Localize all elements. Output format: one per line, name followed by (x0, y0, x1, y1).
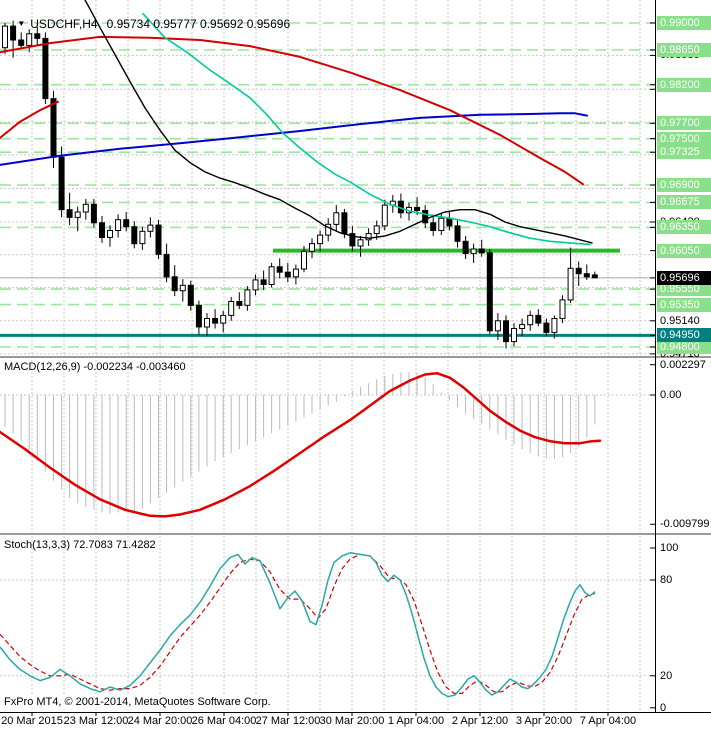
price-level-label: 0.97500 (657, 131, 711, 146)
time-label: 7 Apr 04:00 (579, 715, 637, 727)
macd-axis-label: 0.00 (660, 389, 682, 401)
stoch-axis-label: 100 (660, 542, 679, 554)
ma-black (84, 0, 593, 244)
price-level-label: 0.94800 (657, 340, 711, 354)
price-level-label: 0.96900 (657, 178, 711, 192)
stoch-gridlines (0, 579, 655, 677)
current-price-label: 0.95696 (657, 270, 711, 285)
price-level-label: 0.98650 (657, 43, 711, 57)
green-level-lines (0, 22, 655, 348)
time-label: 24 Mar 20:00 (127, 715, 193, 727)
time-label: 2 Apr 12:00 (451, 715, 509, 727)
stoch-axis-label: 20 (660, 669, 673, 682)
time-label: 1 Apr 04:00 (387, 715, 445, 727)
stoch-indicator-label: Stoch(13,3,3) 72.7083 71.4282 (4, 539, 156, 551)
stoch-axis-label: 0 (660, 701, 667, 714)
copyright-label: FxPro MT4, © 2001-2014, MetaQuotes Softw… (2, 696, 275, 709)
main-gridlines (0, 54, 655, 355)
time-label: 20 Mar 2015 (1, 715, 63, 727)
price-level-label: 0.94950 (657, 328, 711, 343)
price-label: 0.95140 (660, 314, 700, 327)
candlesticks (2, 20, 598, 349)
price-level-label: 0.97700 (657, 116, 711, 131)
stoch-d-line (0, 553, 596, 695)
stoch-axis-label: 80 (660, 574, 673, 586)
macd-signal-line (0, 371, 602, 518)
price-level-label: 0.97325 (657, 145, 711, 160)
macd-histogram (4, 372, 596, 514)
price-level-label: 0.95350 (657, 297, 711, 312)
price-level-label: 0.95550 (657, 282, 711, 297)
macd-indicator-label: MACD(12,26,9) -0.002234 -0.003460 (4, 361, 186, 373)
time-label: 26 Mar 04:00 (191, 715, 257, 727)
price-level-label: 0.98200 (657, 77, 711, 92)
time-label: 27 Mar 12:00 (255, 715, 321, 727)
chart-borders (0, 0, 711, 713)
ma-red (0, 35, 584, 186)
price-level-label: 0.96350 (657, 220, 711, 235)
time-label: 3 Apr 20:00 (515, 715, 573, 727)
price-level-label: 0.96675 (657, 195, 711, 210)
symbol-period-label: USDCHF,H4 (30, 17, 98, 31)
chart-title: ▼ USDCHF,H4 0.95734 0.95777 0.95692 0.9569… (4, 3, 290, 45)
ma-blue (0, 112, 588, 166)
ohlc-values: 0.95734 0.95777 0.95692 0.95696 (106, 17, 291, 31)
macd-axis-label: 0.002297 (660, 358, 706, 371)
macd-axis-label: -0.009799 (660, 518, 710, 531)
stoch-k-line (0, 552, 596, 698)
axis-ticks (31, 22, 655, 716)
ma-teal (142, 12, 591, 246)
ma-red-left-segment (0, 100, 59, 139)
symbol-dropdown-arrow-icon: ▼ (17, 19, 26, 28)
price-level-label: 0.99000 (657, 16, 711, 30)
time-label: 23 Mar 12:00 (63, 715, 129, 727)
price-level-label: 0.96050 (657, 243, 711, 258)
time-label: 30 Mar 20:00 (319, 715, 385, 727)
